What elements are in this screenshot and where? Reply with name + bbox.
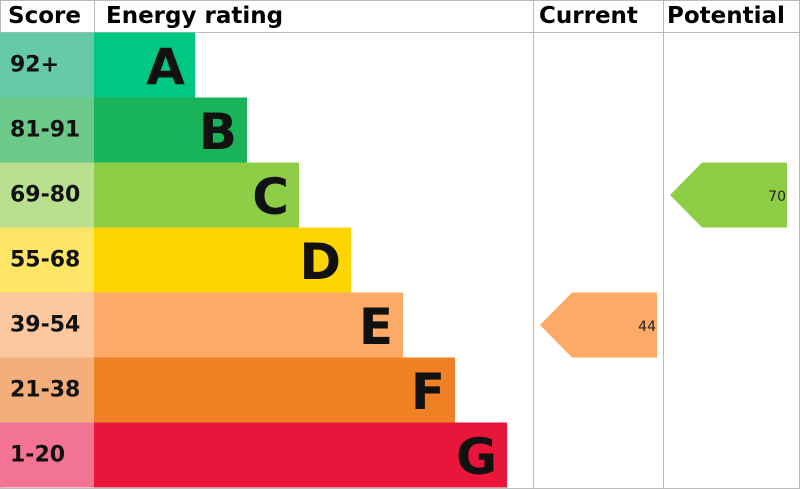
score-cell bbox=[0, 162, 94, 228]
current-arrow bbox=[540, 292, 657, 358]
rating-letter: G bbox=[456, 428, 497, 486]
rating-bar bbox=[94, 357, 455, 423]
rating-letter: B bbox=[199, 103, 237, 161]
score-label: 1-20 bbox=[10, 443, 65, 468]
rating-bar bbox=[94, 422, 507, 488]
header: Score bbox=[8, 3, 81, 29]
score-cell bbox=[0, 97, 94, 163]
score-label: 69-80 bbox=[10, 183, 80, 208]
rating-bar bbox=[94, 227, 351, 293]
score-label: 21-38 bbox=[10, 378, 80, 403]
score-label: 39-54 bbox=[10, 313, 80, 338]
score-cell bbox=[0, 357, 94, 423]
rating-letter: A bbox=[146, 38, 185, 96]
rating-letter: C bbox=[252, 168, 289, 226]
rating-letter: F bbox=[411, 363, 445, 421]
rating-bar bbox=[94, 162, 299, 228]
potential-arrow bbox=[670, 162, 787, 228]
rating-bar bbox=[94, 97, 247, 163]
score-cell bbox=[0, 227, 94, 293]
header: Energy rating bbox=[106, 3, 283, 29]
rating-letter: D bbox=[299, 233, 341, 291]
score-label: 81-91 bbox=[10, 118, 80, 143]
score-cell bbox=[0, 422, 94, 488]
potential-value: 70 bbox=[768, 189, 786, 205]
score-label: 92+ bbox=[10, 53, 59, 78]
rating-bar bbox=[94, 32, 195, 98]
rating-bar bbox=[94, 292, 403, 358]
score-cell bbox=[0, 32, 94, 98]
header: Current bbox=[539, 3, 638, 29]
header: Potential bbox=[667, 3, 785, 29]
rating-letter: E bbox=[359, 298, 393, 356]
current-value: 44 bbox=[638, 319, 656, 335]
score-cell bbox=[0, 292, 94, 358]
score-label: 55-68 bbox=[10, 248, 80, 273]
